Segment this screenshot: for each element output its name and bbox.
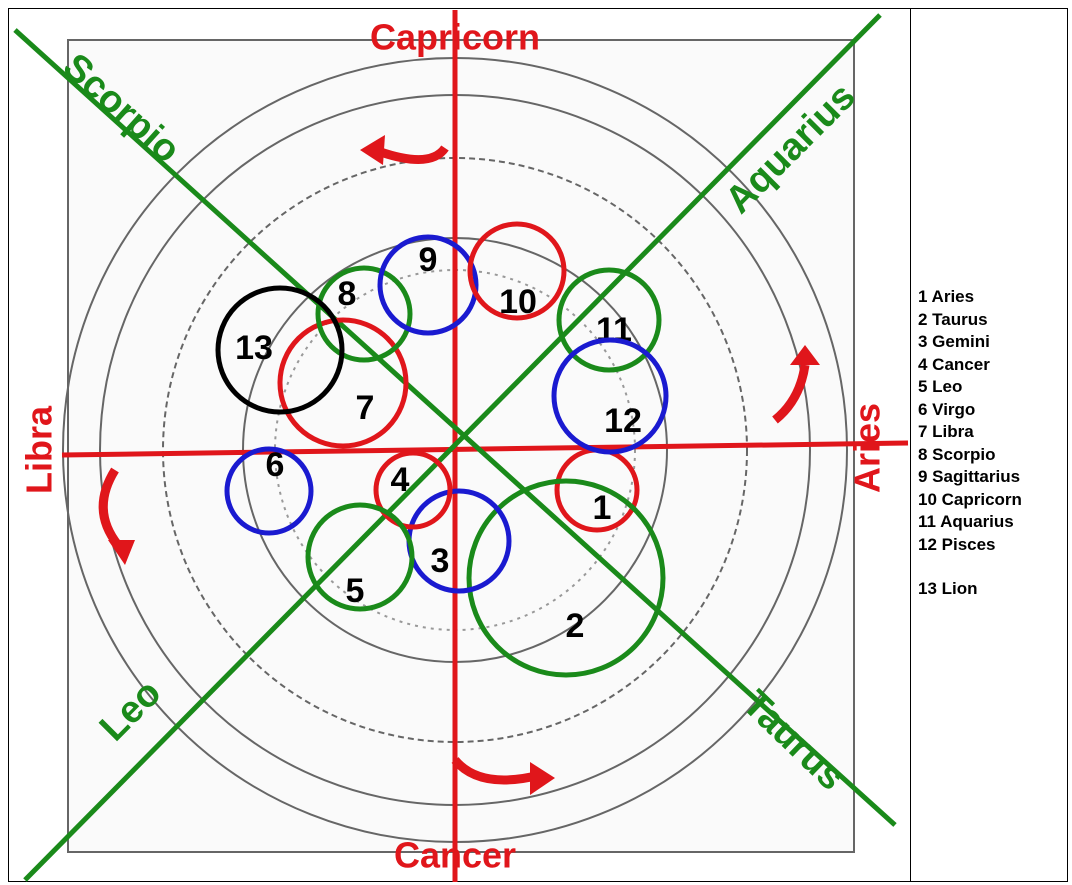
legend-item: 3 Gemini <box>918 331 1022 354</box>
diagram: 12345678910111213 Capricorn Cancer Libra… <box>0 0 1072 885</box>
legend-item: 4 Cancer <box>918 354 1022 377</box>
legend-item: 7 Libra <box>918 421 1022 444</box>
circle-number: 2 <box>566 607 585 645</box>
legend-item: 5 Leo <box>918 376 1022 399</box>
legend-item: 12 Pisces <box>918 534 1022 557</box>
legend-item: 11 Aquarius <box>918 511 1022 534</box>
circle-number: 5 <box>346 572 365 610</box>
circle-number: 4 <box>391 461 410 499</box>
circle-number: 13 <box>235 329 273 367</box>
circle-number: 7 <box>356 389 375 427</box>
legend-item: 9 Sagittarius <box>918 466 1022 489</box>
legend-item: 8 Scorpio <box>918 444 1022 467</box>
circle-number: 3 <box>431 542 450 580</box>
legend-item: 10 Capricorn <box>918 489 1022 512</box>
circle-number: 8 <box>338 275 357 313</box>
page: {"diagram": { "axis_labels": {"top": "Ca… <box>0 0 1072 885</box>
axis-label: Capricorn <box>370 17 540 58</box>
axis-label: Aries <box>847 403 888 493</box>
circle-number: 9 <box>419 241 438 279</box>
circle-number: 12 <box>604 402 642 440</box>
legend-item: 2 Taurus <box>918 309 1022 332</box>
circle-number: 10 <box>499 283 537 321</box>
legend-item: 6 Virgo <box>918 399 1022 422</box>
axis-label: Libra <box>19 405 60 494</box>
axis-label: Cancer <box>394 835 516 876</box>
circle-number: 1 <box>593 489 612 527</box>
legend-item: 1 Aries <box>918 286 1022 309</box>
legend-item: 13 Lion <box>918 578 1022 601</box>
circle-number: 6 <box>266 446 285 484</box>
